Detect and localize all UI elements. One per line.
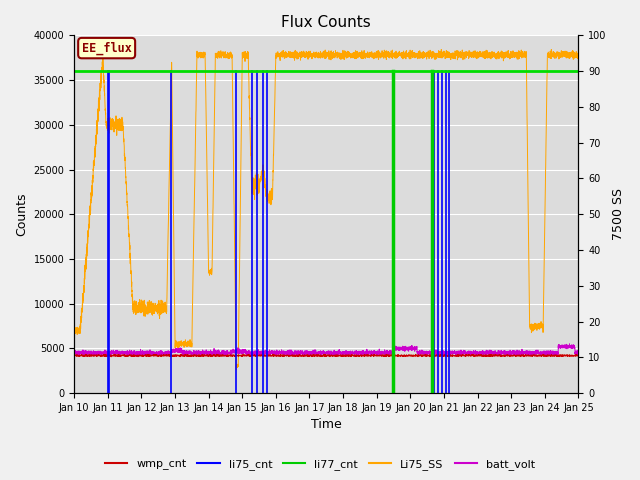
X-axis label: Time: Time: [311, 419, 342, 432]
Legend: wmp_cnt, li75_cnt, li77_cnt, Li75_SS, batt_volt: wmp_cnt, li75_cnt, li77_cnt, Li75_SS, ba…: [100, 455, 540, 474]
Title: Flux Counts: Flux Counts: [282, 15, 371, 30]
Y-axis label: Counts: Counts: [15, 192, 28, 236]
Y-axis label: 7500 SS: 7500 SS: [612, 188, 625, 240]
Text: EE_flux: EE_flux: [82, 41, 132, 55]
